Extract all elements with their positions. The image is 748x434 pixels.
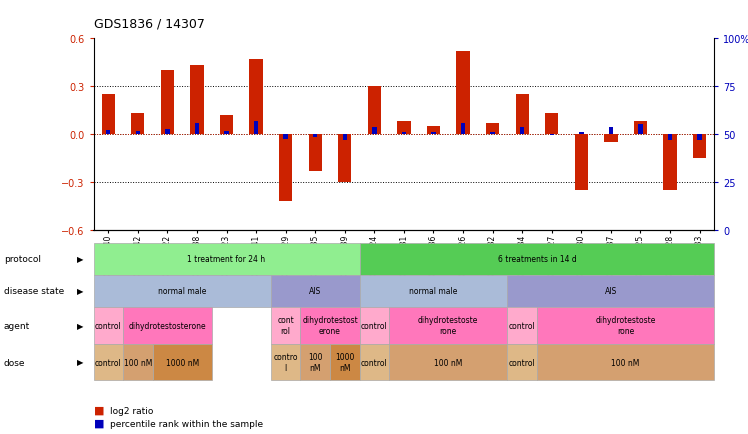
Bar (343, 135, 347, 141)
Text: 1000
nM: 1000 nM (335, 352, 355, 372)
Text: cont
rol: cont rol (278, 316, 294, 335)
Text: ■: ■ (94, 418, 104, 428)
Text: 100 nM: 100 nM (434, 358, 462, 367)
Bar (668, 135, 672, 141)
Bar (520, 128, 524, 135)
Text: dihydrotestoste
rone: dihydrotestoste rone (595, 316, 656, 335)
Text: control: control (95, 321, 122, 330)
Bar (697, 135, 702, 141)
Bar (634, 122, 647, 135)
Text: 6 treatments in 14 d: 6 treatments in 14 d (497, 255, 576, 264)
Text: contro
l: contro l (274, 352, 298, 372)
Bar (279, 135, 292, 201)
Text: control: control (95, 358, 122, 367)
Bar (397, 122, 411, 135)
Bar (663, 135, 677, 190)
Text: ▶: ▶ (77, 321, 83, 330)
Bar (579, 133, 583, 135)
Text: ▶: ▶ (77, 287, 83, 296)
Text: dihydrotestosterone: dihydrotestosterone (129, 321, 206, 330)
Text: 1 treatment for 24 h: 1 treatment for 24 h (188, 255, 266, 264)
Text: ■: ■ (94, 405, 104, 415)
Text: control: control (361, 321, 387, 330)
Bar (224, 132, 229, 135)
Text: protocol: protocol (4, 255, 40, 264)
Bar (491, 133, 495, 135)
Text: normal male: normal male (409, 287, 458, 296)
Text: 100 nM: 100 nM (611, 358, 640, 367)
Bar (368, 87, 381, 135)
Bar (604, 135, 618, 142)
Text: GDS1836 / 14307: GDS1836 / 14307 (94, 17, 204, 30)
Bar (456, 52, 470, 135)
Bar (220, 115, 233, 135)
Bar (402, 133, 406, 135)
Bar (545, 114, 559, 135)
Text: 100 nM: 100 nM (123, 358, 152, 367)
Bar (515, 95, 529, 135)
Bar (550, 135, 554, 136)
Bar (609, 128, 613, 135)
Bar (131, 114, 144, 135)
Text: 100
nM: 100 nM (308, 352, 322, 372)
Bar (373, 128, 376, 135)
Bar (106, 131, 111, 135)
Text: disease state: disease state (4, 287, 64, 296)
Bar (461, 123, 465, 135)
Text: dihydrotestost
erone: dihydrotestost erone (302, 316, 358, 335)
Bar (486, 123, 499, 135)
Text: AIS: AIS (309, 287, 322, 296)
Bar (574, 135, 588, 190)
Bar (638, 125, 643, 135)
Bar (102, 95, 115, 135)
Bar (194, 123, 199, 135)
Text: control: control (509, 358, 536, 367)
Text: log2 ratio: log2 ratio (110, 406, 153, 414)
Bar (309, 135, 322, 171)
Text: ▶: ▶ (77, 358, 83, 367)
Bar (283, 135, 288, 139)
Bar (313, 135, 317, 138)
Text: dose: dose (4, 358, 25, 367)
Bar (165, 130, 170, 135)
Text: ▶: ▶ (77, 255, 83, 264)
Bar (427, 127, 440, 135)
Bar (190, 66, 203, 135)
Text: normal male: normal male (158, 287, 206, 296)
Bar (432, 133, 435, 135)
Text: AIS: AIS (604, 287, 617, 296)
Bar (693, 135, 706, 158)
Text: 1000 nM: 1000 nM (165, 358, 199, 367)
Bar (135, 132, 140, 135)
Text: agent: agent (4, 321, 30, 330)
Text: dihydrotestoste
rone: dihydrotestoste rone (418, 316, 479, 335)
Text: control: control (509, 321, 536, 330)
Text: percentile rank within the sample: percentile rank within the sample (110, 419, 263, 427)
Bar (161, 71, 174, 135)
Bar (338, 135, 352, 182)
Text: control: control (361, 358, 387, 367)
Bar (249, 60, 263, 135)
Bar (254, 122, 258, 135)
